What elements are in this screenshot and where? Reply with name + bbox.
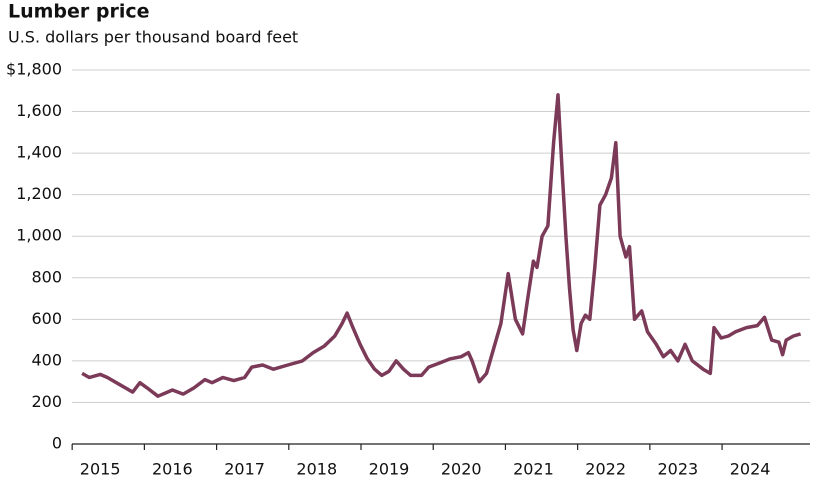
x-tick-label: 2018 — [296, 460, 337, 479]
y-tick-label: 800 — [31, 267, 62, 286]
x-tick-label: 2024 — [730, 460, 771, 479]
x-tick-label: 2021 — [513, 460, 554, 479]
y-tick-label: $1,800 — [6, 60, 62, 79]
price-line — [81, 93, 802, 398]
x-tick-label: 2020 — [441, 460, 482, 479]
y-tick-label: 1,400 — [16, 143, 62, 162]
chart-subtitle: U.S. dollars per thousand board feet — [8, 28, 298, 47]
x-tick-label: 2015 — [80, 460, 121, 479]
y-tick-label: 1,200 — [16, 184, 62, 203]
y-tick-label: 1,000 — [16, 226, 62, 245]
y-tick-label: 400 — [31, 350, 62, 369]
x-tick-label: 2019 — [369, 460, 410, 479]
x-tick-label: 2022 — [585, 460, 626, 479]
chart-title: Lumber price — [8, 1, 150, 23]
x-tick-label: 2017 — [224, 460, 265, 479]
y-tick-label: 600 — [31, 309, 62, 328]
y-tick-label: 200 — [31, 392, 62, 411]
y-tick-label: 1,600 — [16, 101, 62, 120]
x-tick-label: 2016 — [152, 460, 193, 479]
y-tick-label: 0 — [52, 434, 62, 453]
x-tick-label: 2023 — [657, 460, 698, 479]
